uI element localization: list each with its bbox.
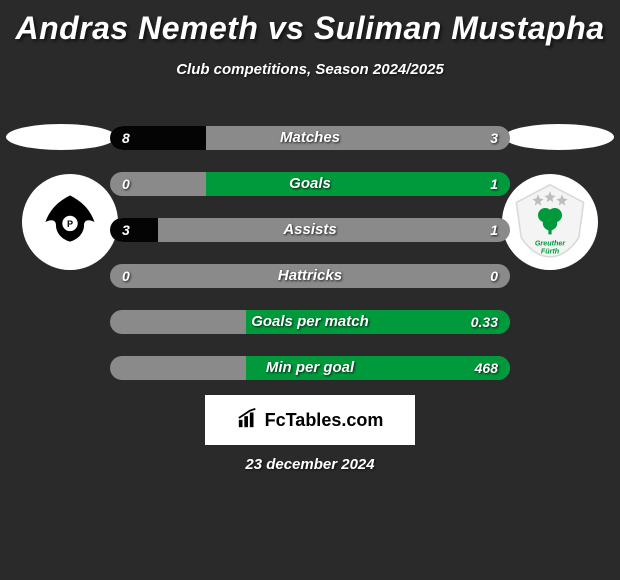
stat-label: Matches <box>110 126 510 150</box>
stat-row: Assists3 1 <box>110 218 510 242</box>
stat-value-left: 3 <box>122 218 130 242</box>
stat-label: Goals <box>110 172 510 196</box>
stat-value-right: 1 <box>490 172 498 196</box>
player-right-badge: Greuther Fürth <box>502 174 598 270</box>
svg-text:P: P <box>67 219 73 229</box>
stat-row: Goals per match0.33 <box>110 310 510 334</box>
eagle-icon: P <box>35 187 105 257</box>
brand-text: FcTables.com <box>265 410 384 431</box>
stat-label: Goals per match <box>110 310 510 334</box>
stat-row: Min per goal468 <box>110 356 510 380</box>
player-left-badge: P <box>22 174 118 270</box>
subtitle: Club competitions, Season 2024/2025 <box>0 61 620 78</box>
stat-value-left: 0 <box>122 264 130 288</box>
svg-text:Fürth: Fürth <box>541 246 560 255</box>
player-right-ellipse <box>504 124 614 150</box>
stat-value-left: 0 <box>122 172 130 196</box>
stat-value-right: 0.33 <box>471 310 498 334</box>
brand-chart-icon <box>237 407 259 434</box>
player-left-ellipse <box>6 124 116 150</box>
stats-bars: Matches83Goals01Assists31Hattricks00Goal… <box>110 126 510 402</box>
stat-value-right: 0 <box>490 264 498 288</box>
stat-label: Hattricks <box>110 264 510 288</box>
stat-label: Min per goal <box>110 356 510 380</box>
page-title: Andras Nemeth vs Suliman Mustapha <box>0 0 620 47</box>
stat-value-right: 468 <box>475 356 498 380</box>
stat-row: Goals0 1 <box>110 172 510 196</box>
stat-value-right: 3 <box>490 126 498 150</box>
stat-row: Matches8 3 <box>110 126 510 150</box>
stat-row: Hattricks0 0 <box>110 264 510 288</box>
stat-label: Assists <box>110 218 510 242</box>
stat-value-right: 1 <box>490 218 498 242</box>
clover-icon: Greuther Fürth <box>510 180 590 265</box>
stat-value-left: 8 <box>122 126 130 150</box>
date-text: 23 december 2024 <box>0 456 620 473</box>
brand-box: FcTables.com <box>205 395 415 445</box>
